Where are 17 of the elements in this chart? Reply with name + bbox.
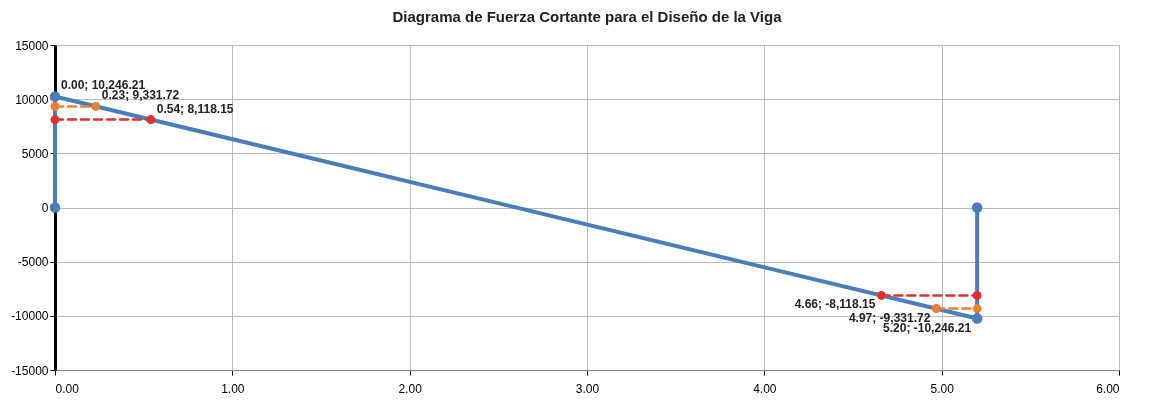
chart-title: Diagrama de Fuerza Cortante para el Diseño de la Viga (392, 8, 783, 25)
y-tick-label: 5000 (21, 146, 49, 161)
x-tick-label: 1.00 (221, 381, 245, 396)
y-tick-label: -10000 (11, 309, 49, 324)
x-tick-label: 5.00 (930, 381, 955, 396)
y-tick-label: 0 (41, 201, 49, 215)
y-tick-label: 10000 (15, 92, 49, 107)
x-tick-label: 2.00 (398, 381, 423, 396)
y-tick-label: -15000 (11, 363, 49, 378)
x-tick-label: 0.00 (55, 381, 80, 396)
x-tick-label: 6.00 (1096, 381, 1120, 396)
annotation: 0.54; 8,118.15 (156, 101, 234, 116)
y-tick-label: 15000 (15, 38, 49, 53)
x-tick-label: 4.00 (753, 381, 777, 396)
y-tick-label: -5000 (17, 255, 49, 270)
x-tick-label: 3.00 (575, 381, 600, 396)
annotation: 4.66; -8,118.15 (794, 297, 876, 312)
